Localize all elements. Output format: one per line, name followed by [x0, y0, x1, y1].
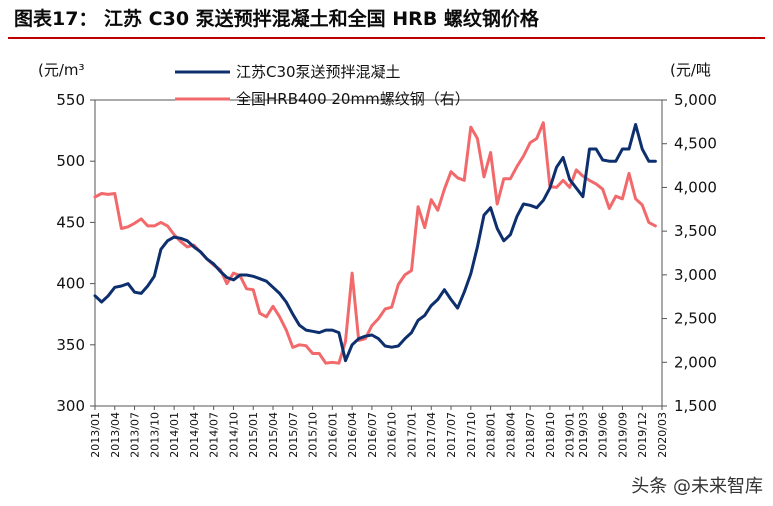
left-tick-label: 450	[56, 213, 85, 231]
x-tick-label: 2019/12	[636, 412, 649, 458]
x-tick-label: 2019/01	[564, 412, 577, 458]
axes: 300 350 400 450 500 550 1,500 2,000 2,500 3,000 3,…	[56, 91, 717, 458]
x-tick-label: 2019/03	[577, 412, 590, 458]
left-tick-label: 350	[56, 336, 85, 354]
x-tick-label: 2017/04	[425, 412, 438, 458]
right-tick-label: 5,000	[674, 91, 717, 109]
left-tick-label: 500	[56, 152, 85, 170]
right-tick-label: 4,500	[674, 135, 717, 153]
concrete-price-line	[93, 123, 657, 363]
x-tick-label: 2019/06	[597, 412, 610, 458]
left-tick-label: 300	[56, 397, 85, 415]
x-tick-label: 2017/07	[445, 412, 458, 458]
x-tick-label: 2018/04	[504, 412, 517, 458]
x-tick-label: 2013/01	[89, 412, 102, 458]
x-tick-label: 2014/01	[168, 412, 181, 458]
x-tick-label: 2014/10	[227, 412, 240, 458]
x-tick-label: 2014/07	[208, 412, 221, 458]
x-tick-label: 2019/09	[616, 412, 629, 458]
left-tick-label: 550	[56, 91, 85, 109]
watermark: 头条 @未来智库	[631, 476, 763, 497]
left-tick-label: 400	[56, 275, 85, 293]
figure-title: 图表17： 江苏 C30 泵送预拌混凝土和全国 HRB 螺纹钢价格	[14, 8, 539, 30]
x-tick-label: 2013/10	[148, 412, 161, 458]
x-tick-label: 2018/01	[485, 412, 498, 458]
left-unit-label: (元/m³	[38, 61, 85, 79]
x-tick-label: 2015/04	[267, 412, 280, 458]
plot-frame	[94, 99, 663, 407]
title-rule	[8, 37, 765, 39]
x-tick-label: 2020/03	[656, 412, 669, 458]
x-tick-label: 2015/07	[287, 412, 300, 458]
x-tick-label: 2018/10	[544, 412, 557, 458]
right-unit-label: (元/吨	[670, 61, 711, 79]
x-tick-label: 2013/04	[109, 412, 122, 458]
right-tick-label: 4,000	[674, 178, 717, 196]
x-tick-label: 2016/07	[366, 412, 379, 458]
right-tick-label: 2,000	[674, 353, 717, 371]
legend-label: 江苏C30泵送预拌混凝土	[236, 63, 401, 81]
x-tick-label: 2017/01	[405, 412, 418, 458]
rebar-price-line	[93, 121, 657, 365]
right-tick-label: 2,500	[674, 310, 717, 328]
x-tick-label: 2016/10	[386, 412, 399, 458]
legend-label: 全国HRB400 20mm螺纹钢（右）	[236, 90, 470, 108]
x-tick-label: 2015/01	[247, 412, 260, 458]
series-layer	[93, 121, 657, 365]
x-tick-label: 2017/10	[465, 412, 478, 458]
x-tick-label: 2014/04	[188, 412, 201, 458]
x-tick-label: 2018/07	[524, 412, 537, 458]
right-tick-label: 1,500	[674, 397, 717, 415]
x-tick-label: 2016/04	[346, 412, 359, 458]
x-tick-label: 2015/10	[307, 412, 320, 458]
right-tick-label: 3,000	[674, 266, 717, 284]
x-tick-label: 2013/07	[129, 412, 142, 458]
x-tick-label: 2016/01	[326, 412, 339, 458]
right-tick-label: 3,500	[674, 222, 717, 240]
